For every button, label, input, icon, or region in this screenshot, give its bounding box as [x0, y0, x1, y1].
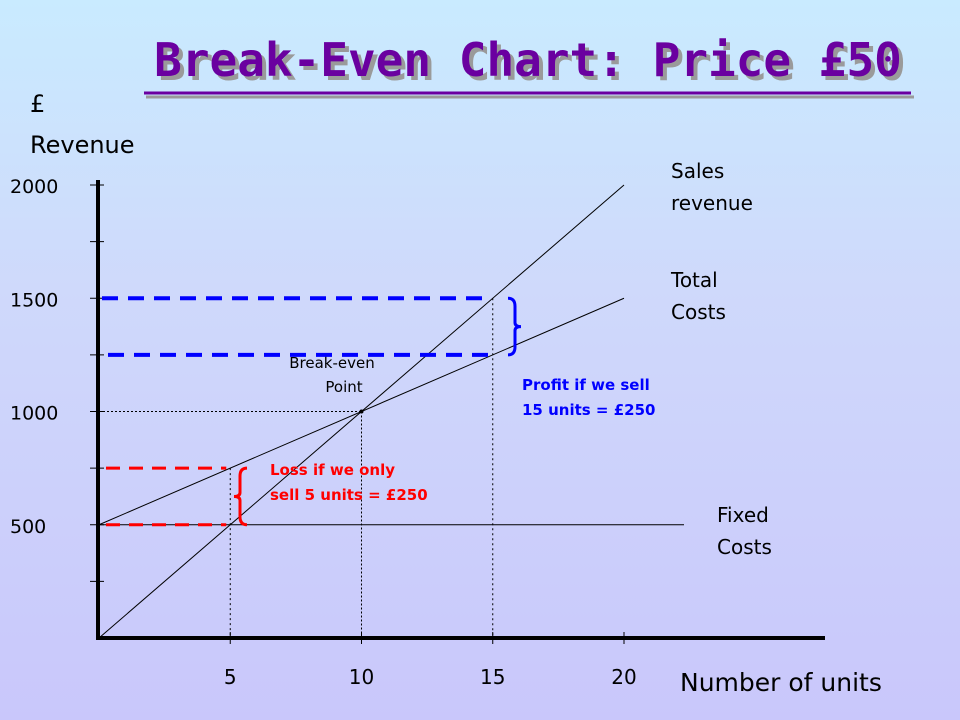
axis-ticks — [90, 184, 625, 644]
series-label: Costs — [717, 535, 772, 559]
profit-annotation-text: 15 units = £250 — [522, 401, 655, 419]
x-tick-label: 20 — [611, 665, 636, 689]
series-label: revenue — [671, 191, 753, 215]
x-tick-label: 10 — [349, 665, 374, 689]
y-tick-label: 2000 — [10, 176, 58, 198]
loss-annotation-text: Loss if we only — [270, 461, 395, 479]
y-tick-label: 500 — [10, 516, 46, 538]
loss-brace — [233, 466, 248, 527]
y-axis-label: Revenue — [30, 131, 135, 159]
chart-title-shadow: Break-Even Chart: Price £50 — [158, 37, 906, 91]
y-axis-label-currency: £ — [30, 90, 45, 118]
series-label: Fixed — [717, 503, 769, 527]
break-even-label: Point — [325, 378, 362, 396]
x-axis-label: Number of units — [680, 668, 882, 697]
series-label: Total — [670, 268, 718, 292]
series-label: Sales — [671, 159, 724, 183]
break-even-point — [359, 409, 364, 414]
axis-tick-labels: 500 1000 1500 2000 5 10 15 20 — [10, 176, 637, 689]
x-tick-label: 15 — [480, 665, 505, 689]
series-labels: Sales revenue Total Costs Fixed Costs — [670, 159, 772, 559]
y-tick-label: 1000 — [10, 403, 58, 425]
annotations: Break-even Point Loss if we only sell 5 uni… — [102, 296, 655, 527]
chart-title: Break-Even Chart: Price £50 — [154, 33, 902, 87]
break-even-label: Break-even — [289, 354, 375, 372]
profit-brace — [507, 296, 522, 357]
y-tick-label: 1500 — [10, 289, 58, 311]
profit-annotation-text: Profit if we sell — [522, 376, 650, 394]
loss-annotation-text: sell 5 units = £250 — [270, 486, 428, 504]
x-tick-label: 5 — [224, 665, 237, 689]
series-label: Costs — [671, 300, 726, 324]
